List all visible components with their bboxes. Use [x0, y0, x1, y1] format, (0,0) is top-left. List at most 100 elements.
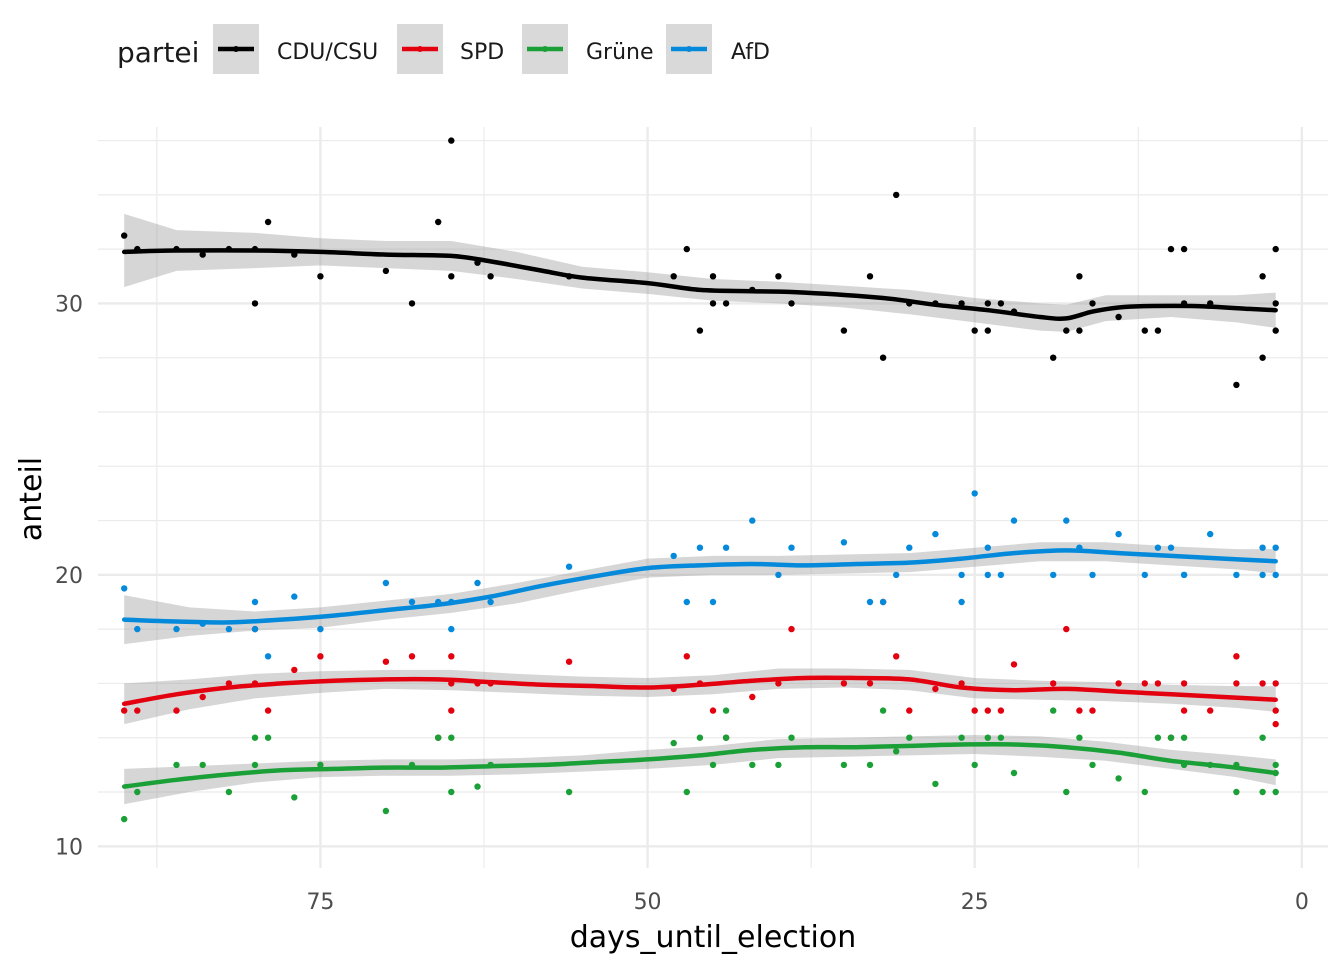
data-point-spd: [408, 653, 416, 660]
data-point-gr-ne: [722, 734, 730, 741]
data-point-afd: [866, 598, 874, 606]
data-point-gr-ne: [1063, 788, 1070, 796]
data-point-afd: [696, 544, 704, 551]
data-point-spd: [565, 658, 573, 665]
data-point-afd: [1167, 544, 1175, 551]
data-point-spd: [932, 685, 939, 693]
data-point-cdu-csu: [199, 251, 206, 258]
data-point-spd: [971, 707, 978, 714]
x-axis-title: days_until_election: [570, 920, 856, 955]
data-point-afd: [382, 579, 390, 587]
data-point-cdu-csu: [1115, 313, 1122, 321]
data-point-cdu-csu: [1167, 245, 1175, 253]
data-point-afd: [1050, 571, 1057, 579]
grid-lines: [98, 127, 1328, 868]
data-point-cdu-csu: [1259, 354, 1266, 361]
data-point-gr-ne: [906, 734, 913, 741]
data-point-cdu-csu: [984, 327, 991, 334]
data-point-spd: [121, 707, 128, 714]
data-point-gr-ne: [474, 783, 481, 790]
data-point-gr-ne: [722, 707, 730, 714]
data-point-afd: [251, 598, 259, 606]
data-point-gr-ne: [670, 739, 677, 747]
data-point-gr-ne: [1141, 788, 1149, 796]
data-point-spd: [1207, 707, 1214, 714]
data-point-spd: [199, 693, 206, 701]
data-point-gr-ne: [788, 734, 795, 741]
data-point-afd: [709, 598, 717, 606]
data-point-spd: [317, 653, 324, 660]
data-point-spd: [866, 680, 874, 687]
data-point-cdu-csu: [788, 300, 795, 307]
data-point-cdu-csu: [709, 300, 717, 307]
data-point-cdu-csu: [971, 327, 978, 334]
data-point-gr-ne: [1089, 761, 1096, 769]
data-point-afd: [1207, 530, 1214, 538]
data-point-spd: [448, 707, 455, 714]
data-point-spd: [1180, 680, 1188, 687]
data-point-afd: [1233, 571, 1240, 579]
data-point-cdu-csu: [722, 300, 730, 307]
data-point-gr-ne: [840, 761, 848, 769]
data-point-gr-ne: [1010, 769, 1018, 777]
data-point-spd: [1115, 680, 1122, 687]
x-tick-label: 25: [961, 890, 989, 915]
data-point-cdu-csu: [1063, 327, 1070, 334]
data-point-gr-ne: [1233, 788, 1240, 796]
data-point-afd: [1259, 544, 1266, 551]
data-point-gr-ne: [984, 734, 991, 741]
data-point-afd: [788, 544, 795, 551]
data-point-afd: [121, 585, 128, 592]
data-point-spd: [291, 666, 298, 674]
data-point-gr-ne: [134, 788, 141, 796]
data-point-cdu-csu: [1233, 381, 1240, 389]
data-point-gr-ne: [1115, 775, 1122, 782]
data-point-gr-ne: [683, 788, 690, 796]
data-point-gr-ne: [291, 794, 298, 801]
data-point-afd: [1180, 571, 1188, 579]
data-point-cdu-csu: [1141, 327, 1149, 334]
data-point-spd: [264, 707, 272, 714]
data-point-cdu-csu: [382, 267, 390, 275]
legend-key-point: [542, 46, 548, 52]
data-point-spd: [1076, 707, 1083, 714]
data-point-cdu-csu: [1154, 327, 1162, 334]
data-point-cdu-csu: [893, 191, 900, 199]
data-point-spd: [1233, 680, 1240, 687]
legend-key-point: [686, 46, 692, 52]
legend-label: Grüne: [586, 40, 654, 65]
data-point-cdu-csu: [1272, 300, 1279, 307]
data-point-gr-ne: [1076, 734, 1083, 741]
data-point-spd: [1180, 707, 1188, 714]
legend-label: AfD: [731, 40, 770, 65]
data-point-gr-ne: [1050, 707, 1057, 714]
data-point-afd: [749, 517, 756, 524]
data-point-afd: [173, 625, 180, 633]
data-point-afd: [670, 552, 677, 560]
data-point-afd: [958, 598, 965, 606]
data-point-cdu-csu: [958, 300, 965, 307]
data-point-afd: [448, 625, 455, 633]
data-point-cdu-csu: [866, 273, 874, 280]
legend-label: SPD: [460, 40, 504, 65]
data-point-gr-ne: [121, 815, 128, 823]
data-point-gr-ne: [1154, 734, 1162, 741]
confidence-band-spd: [124, 668, 1276, 725]
data-point-cdu-csu: [1272, 327, 1279, 334]
data-point-cdu-csu: [251, 300, 259, 307]
data-point-cdu-csu: [670, 273, 677, 280]
data-point-gr-ne: [448, 788, 455, 796]
data-point-spd: [788, 625, 795, 633]
data-point-afd: [1063, 517, 1070, 524]
data-point-gr-ne: [1167, 734, 1175, 741]
data-point-gr-ne: [382, 807, 390, 815]
data-point-spd: [1050, 680, 1057, 687]
data-point-cdu-csu: [408, 300, 416, 307]
data-point-gr-ne: [971, 761, 978, 769]
data-point-afd: [1259, 571, 1266, 579]
legend-item-afd: AfD: [666, 24, 770, 74]
data-point-afd: [932, 530, 939, 538]
data-point-cdu-csu: [435, 218, 442, 226]
data-point-spd: [1233, 653, 1240, 660]
data-point-afd: [1115, 530, 1122, 538]
